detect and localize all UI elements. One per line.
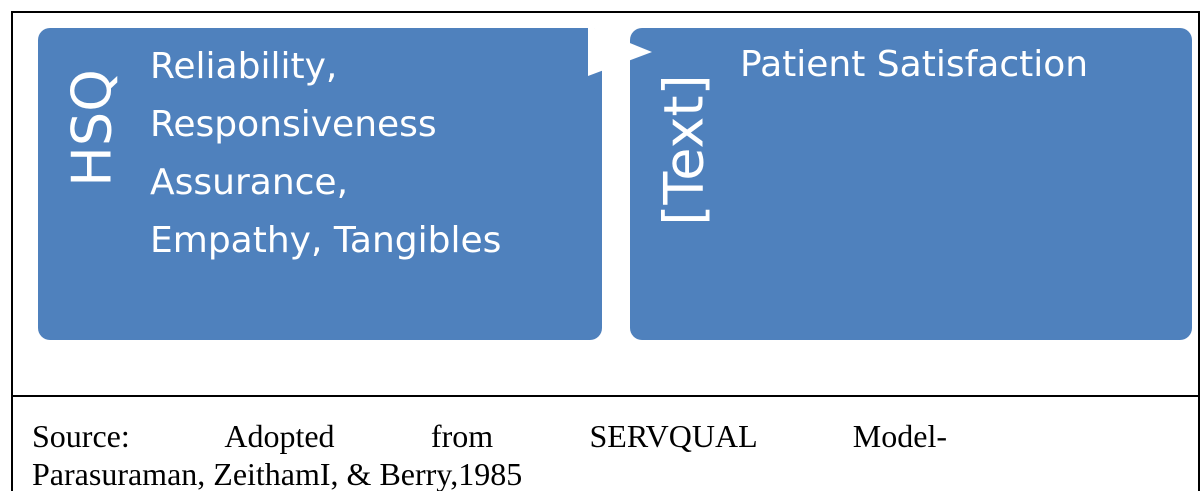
- node-box: [38, 28, 602, 340]
- node-label: HSQ: [61, 69, 124, 186]
- node-item: Patient Satisfaction: [740, 44, 1088, 85]
- node-item: Reliability,: [150, 46, 337, 87]
- node-item: Assurance,: [150, 162, 348, 203]
- frame: [11, 11, 1200, 491]
- node-item: Empathy, Tangibles: [150, 220, 501, 261]
- source-line: Parasuraman, ZeithamI, & Berry,1985: [32, 456, 523, 491]
- source-line: Source: Adopted from SERVQUAL Model-: [32, 418, 947, 454]
- node-item: Responsiveness: [150, 104, 437, 145]
- node-label: [Text]: [653, 74, 716, 225]
- node-box: [630, 28, 1192, 340]
- arrow: [588, 26, 652, 76]
